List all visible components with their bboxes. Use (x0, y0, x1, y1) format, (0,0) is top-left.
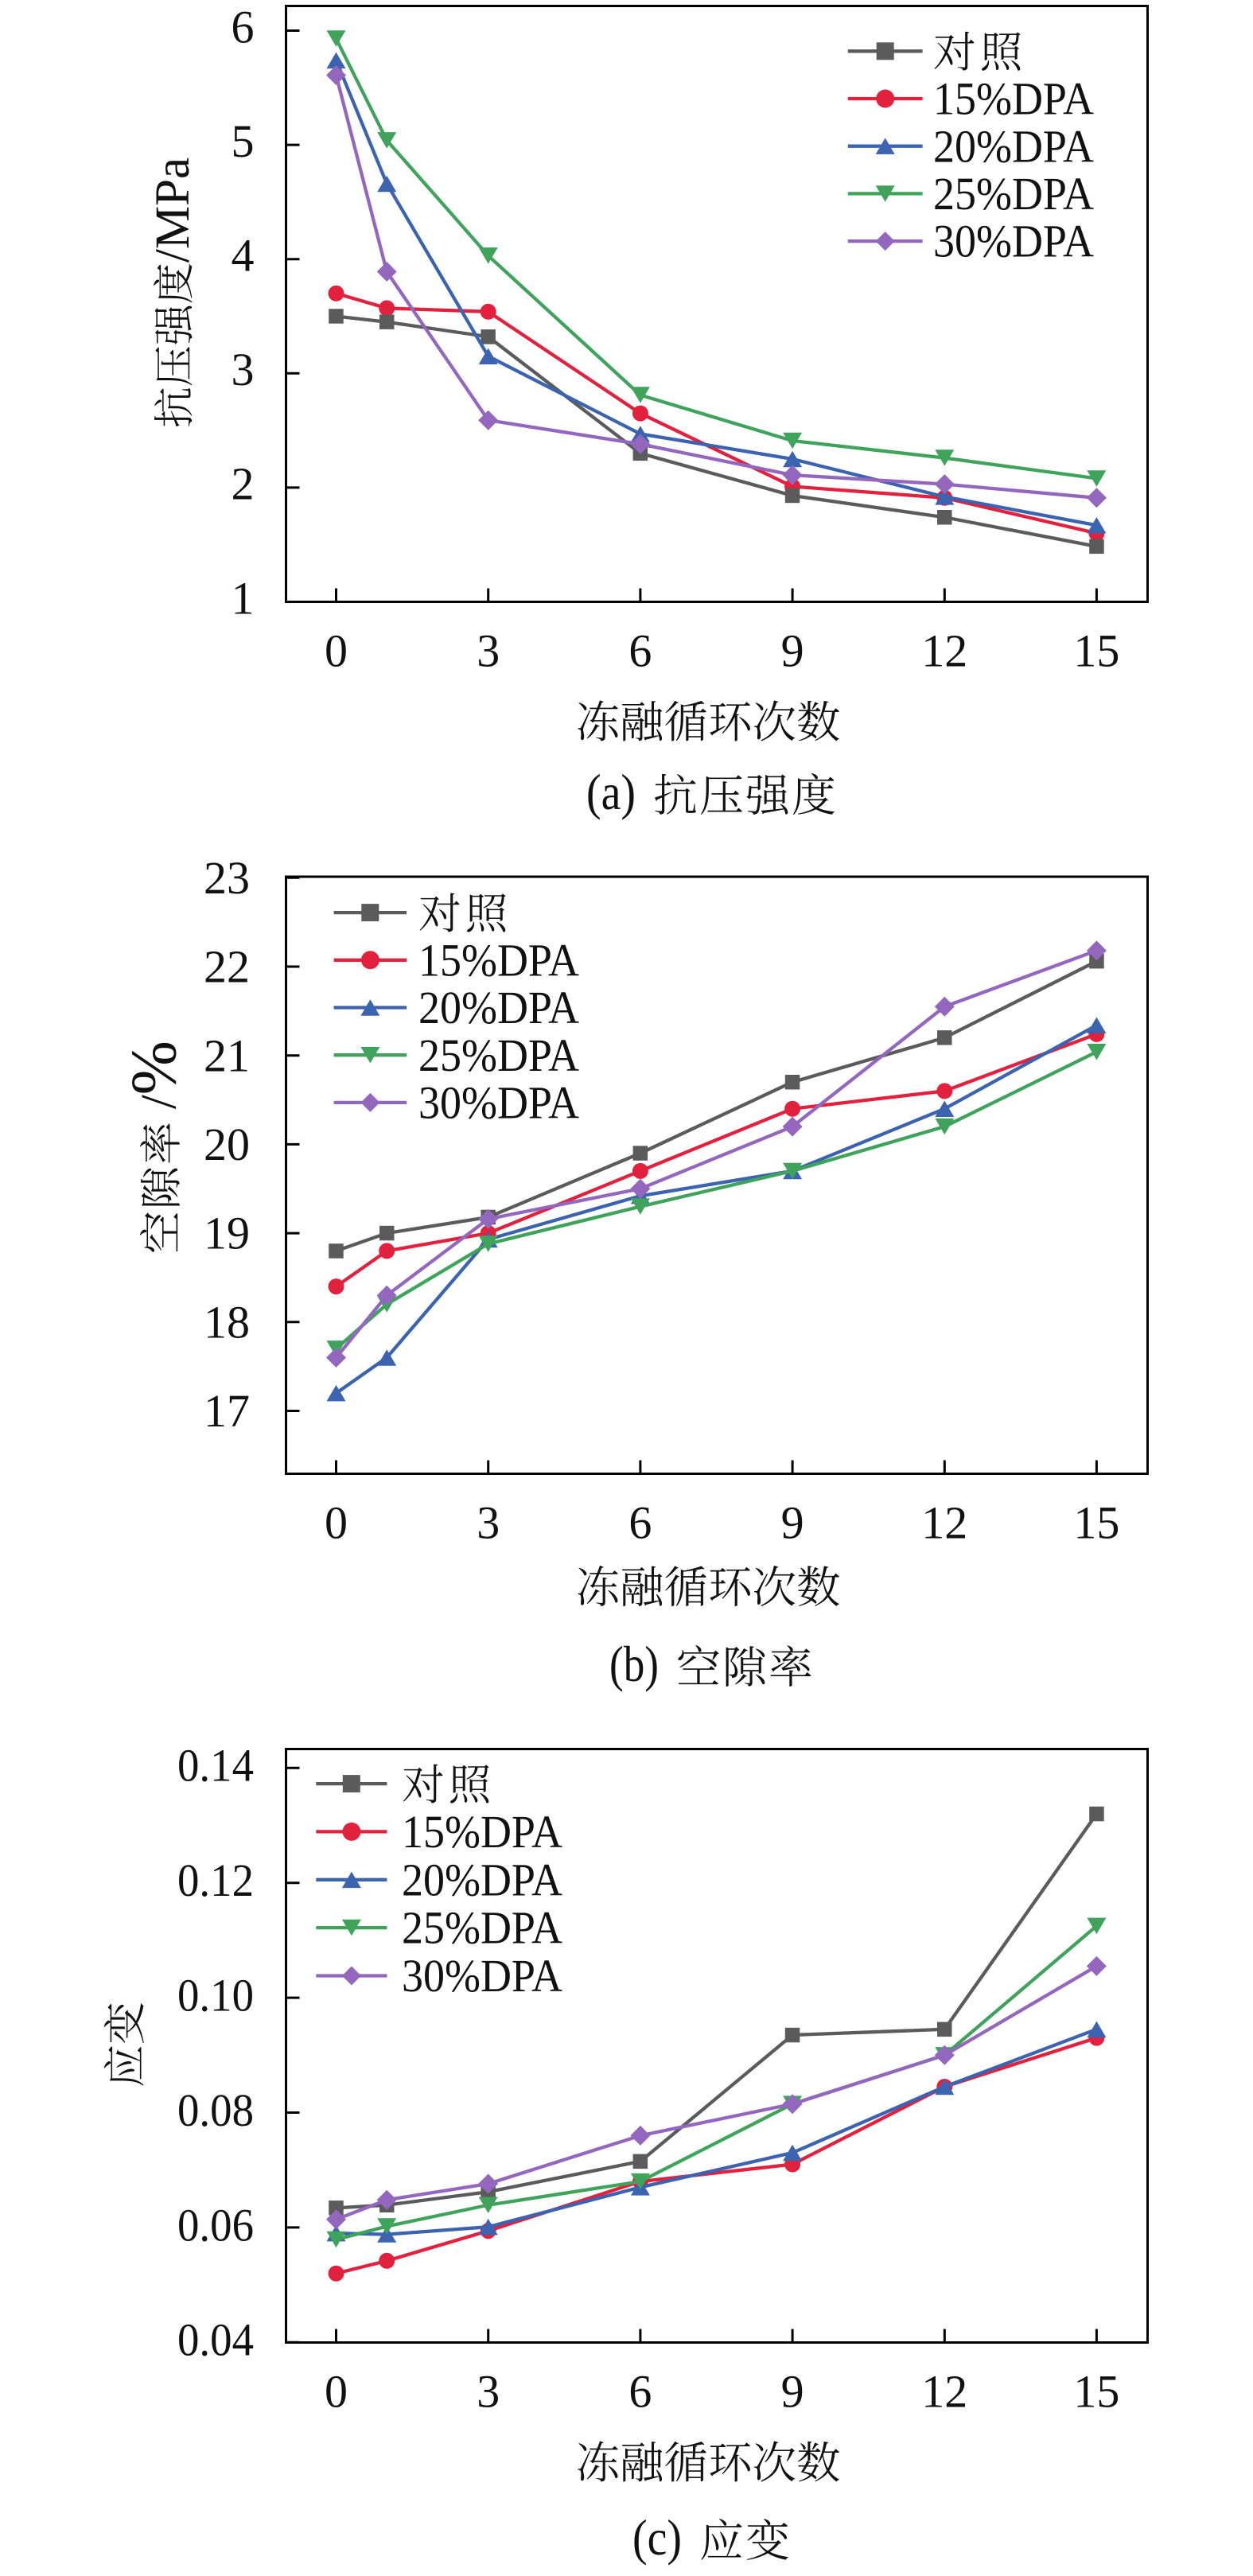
svg-text:15: 15 (1073, 1497, 1119, 1549)
svg-text:12: 12 (921, 1497, 967, 1549)
svg-text:25%DPA: 25%DPA (933, 168, 1094, 220)
svg-text:4: 4 (232, 230, 255, 282)
svg-text:3: 3 (477, 1497, 500, 1549)
svg-text:1: 1 (232, 572, 255, 624)
svg-text:3: 3 (232, 344, 255, 395)
svg-text:20: 20 (204, 1119, 250, 1170)
svg-text:0.08: 0.08 (177, 2084, 254, 2136)
svg-text:6: 6 (628, 2366, 652, 2418)
svg-text:0.10: 0.10 (177, 1970, 254, 2021)
svg-text:9: 9 (781, 625, 804, 677)
svg-text:/MPa: /MPa (146, 158, 200, 263)
svg-text:0.14: 0.14 (177, 1740, 254, 1792)
svg-text:0: 0 (325, 1497, 348, 1549)
svg-text:0.04: 0.04 (177, 2314, 254, 2366)
svg-text:30%DPA: 30%DPA (402, 1950, 562, 2002)
svg-text:6: 6 (628, 1497, 652, 1549)
svg-text:5: 5 (232, 115, 255, 167)
svg-text:(c): (c) (632, 2510, 682, 2566)
svg-text:20%DPA: 20%DPA (418, 982, 579, 1033)
svg-text:3: 3 (477, 625, 500, 677)
svg-text:0: 0 (325, 2366, 348, 2418)
svg-text:/: / (130, 1095, 187, 1109)
svg-text:15%DPA: 15%DPA (418, 934, 579, 986)
svg-text:18: 18 (204, 1296, 250, 1348)
svg-text:15%DPA: 15%DPA (402, 1806, 562, 1858)
svg-text:21: 21 (204, 1029, 250, 1081)
svg-text:30%DPA: 30%DPA (933, 216, 1094, 267)
svg-text:15%DPA: 15%DPA (933, 73, 1094, 125)
svg-text:(a): (a) (586, 765, 636, 820)
svg-text:12: 12 (921, 2366, 967, 2418)
svg-text:23: 23 (204, 852, 250, 904)
svg-text:25%DPA: 25%DPA (418, 1029, 579, 1081)
svg-text:9: 9 (781, 2366, 804, 2418)
svg-text:15: 15 (1073, 625, 1119, 677)
svg-text:17: 17 (204, 1385, 250, 1437)
svg-text:0.06: 0.06 (177, 2199, 254, 2251)
svg-text:12: 12 (921, 625, 967, 677)
svg-text:22: 22 (204, 941, 250, 993)
svg-text:20%DPA: 20%DPA (402, 1854, 562, 1905)
svg-text:25%DPA: 25%DPA (402, 1902, 562, 1954)
svg-text:9: 9 (781, 1497, 804, 1549)
svg-text:(b): (b) (609, 1636, 659, 1692)
svg-text:6: 6 (628, 625, 652, 677)
svg-text:30%DPA: 30%DPA (418, 1077, 579, 1129)
svg-text:0.12: 0.12 (177, 1854, 254, 1906)
svg-text:2: 2 (232, 458, 255, 510)
svg-text:15: 15 (1073, 2366, 1119, 2418)
svg-text:6: 6 (232, 1, 255, 53)
svg-text:3: 3 (477, 2366, 500, 2418)
svg-text:20%DPA: 20%DPA (933, 120, 1094, 172)
svg-text:0: 0 (325, 625, 348, 677)
svg-text:19: 19 (204, 1208, 250, 1259)
svg-text:%: % (118, 1041, 190, 1095)
